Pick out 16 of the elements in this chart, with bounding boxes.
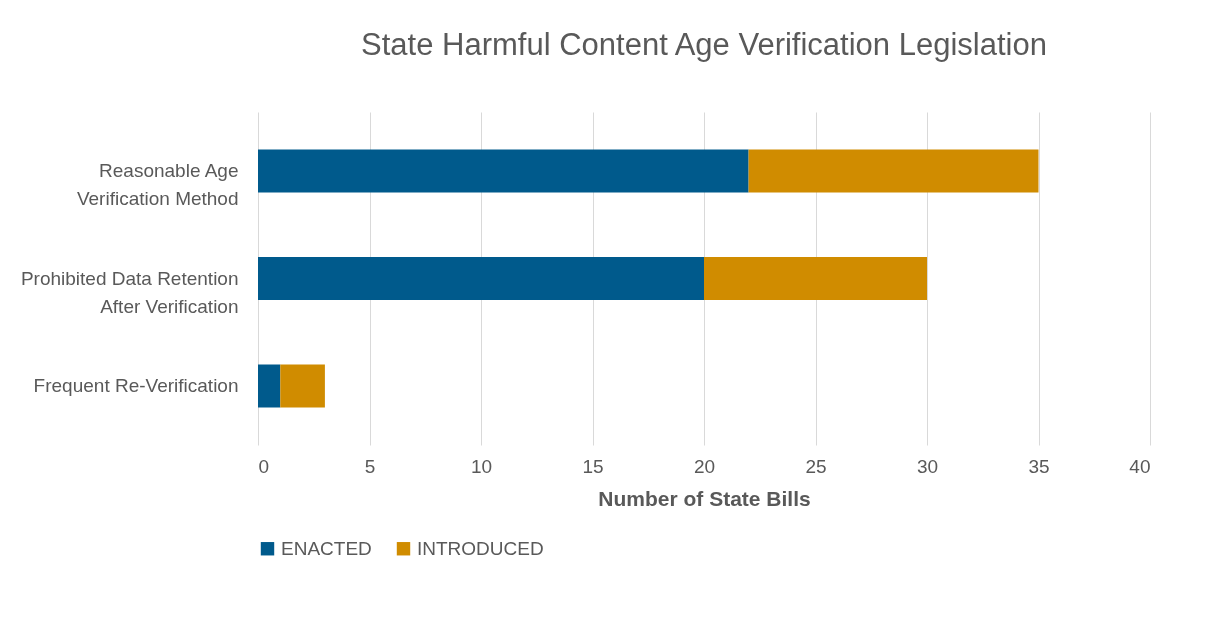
y-tick-label: Frequent Re-Verification bbox=[33, 374, 239, 396]
x-axis-title: Number of State Bills bbox=[598, 486, 811, 510]
x-tick-label: 10 bbox=[470, 455, 493, 477]
x-tick-label: 20 bbox=[693, 455, 716, 477]
x-tick-label: 15 bbox=[582, 455, 604, 477]
x-tick-label: 0 bbox=[258, 455, 270, 477]
legend-label: INTRODUCED bbox=[417, 537, 544, 559]
x-tick-label: 40 bbox=[1129, 455, 1151, 477]
legend-label: ENACTED bbox=[281, 537, 372, 559]
x-tick-label: 5 bbox=[364, 455, 376, 477]
y-tick-label: Reasonable Age Verification Method bbox=[76, 160, 239, 210]
y-tick-label: Prohibited Data Retention After Verification bbox=[20, 267, 239, 317]
chart-title: State Harmful Content Age Verification Legislation bbox=[361, 27, 1047, 62]
x-tick-label: 25 bbox=[805, 455, 827, 477]
x-tick-label: 35 bbox=[1028, 455, 1050, 477]
x-tick-label: 30 bbox=[916, 455, 939, 477]
